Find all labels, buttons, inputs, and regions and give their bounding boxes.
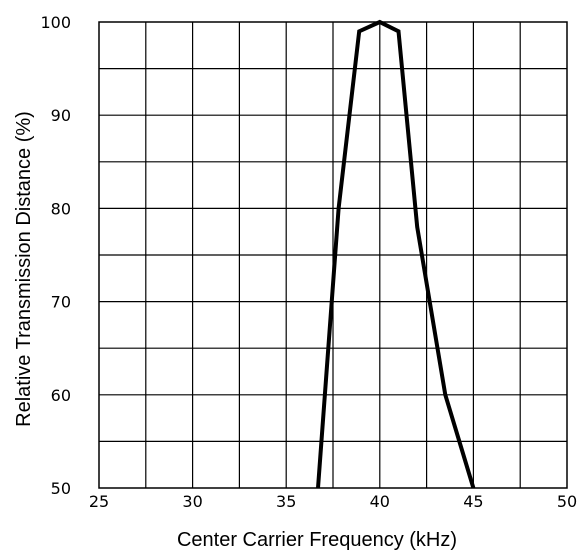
y-tick-label: 100 <box>40 13 71 32</box>
tick-labels: 25 30 35 40 45 50 50 60 70 80 90 100 <box>40 13 577 511</box>
grid-layer <box>99 22 567 488</box>
y-axis-label: Relative Transmission Distance (%) <box>13 111 35 427</box>
series-line <box>316 19 476 489</box>
y-tick-label: 90 <box>51 106 71 125</box>
y-tick-label: 50 <box>51 479 71 498</box>
x-tick-label: 40 <box>370 492 390 511</box>
x-axis-label: Center Carrier Frequency (kHz) <box>177 529 457 551</box>
y-tick-label: 60 <box>51 386 71 405</box>
y-tick-label: 80 <box>51 199 71 218</box>
y-tick-label: 70 <box>51 293 71 312</box>
x-tick-label: 50 <box>557 492 577 511</box>
x-tick-label: 35 <box>276 492 296 511</box>
x-tick-label: 25 <box>89 492 109 511</box>
plot-frame <box>98 21 568 489</box>
series-layer <box>316 19 476 489</box>
x-tick-label: 30 <box>182 492 202 511</box>
x-tick-label: 45 <box>463 492 483 511</box>
